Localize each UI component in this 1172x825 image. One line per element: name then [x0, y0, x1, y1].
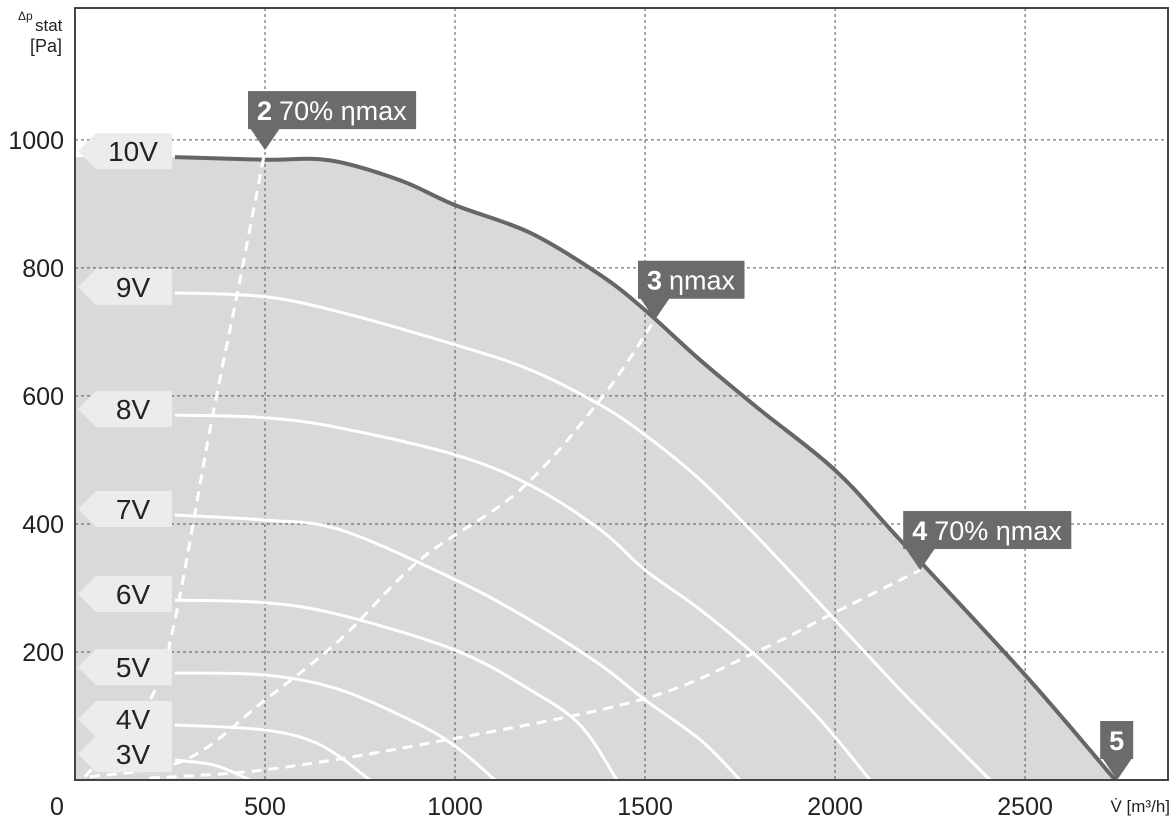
voltage-label-text: 6V [116, 579, 151, 610]
callout-text: 4 70% ηmax [912, 516, 1062, 546]
voltage-label: 5V [78, 649, 172, 686]
callout-box [637, 260, 745, 299]
fan-curve [174, 598, 619, 781]
voltage-label: 10V [78, 133, 172, 170]
x-label: V̇ [m³/h] [1110, 797, 1170, 816]
voltage-label-box [78, 133, 172, 170]
callout-box [248, 91, 417, 130]
voltage-label-box [78, 700, 172, 737]
callout-number: 3 [647, 266, 662, 296]
voltage-label-text: 9V [116, 272, 151, 303]
callout-text: 3 ηmax [647, 266, 736, 296]
voltage-label: 4V [78, 700, 172, 737]
voltage-label-box [78, 268, 172, 305]
x-tick-label: 0 [50, 793, 64, 821]
x-tick-label: 1500 [617, 793, 673, 821]
x-tick-label: 1000 [427, 793, 483, 821]
callout-text: 2 70% ηmax [257, 96, 407, 126]
callout: 3 ηmax [637, 260, 745, 320]
voltage-label-text: 7V [116, 494, 151, 525]
callout: 4 70% ηmax [903, 511, 1072, 571]
callout-label: 70% ηmax [279, 96, 407, 126]
efficiency-line [89, 318, 657, 779]
fan-curve [174, 758, 251, 782]
y-label-symbol: Δp [18, 9, 33, 23]
voltage-label-text: 3V [116, 739, 151, 770]
callout-label: 70% ηmax [934, 516, 1062, 546]
callout-number: 4 [912, 516, 927, 546]
callout-box [903, 511, 1072, 550]
voltage-label-text: 8V [116, 394, 151, 425]
callout: 2 70% ηmax [248, 91, 417, 151]
y-tick-label: 1000 [8, 127, 64, 155]
callout-number: 5 [1109, 726, 1124, 756]
operating-area [75, 157, 1116, 781]
voltage-label-box [78, 649, 172, 686]
x-tick-label: 2000 [807, 793, 863, 821]
voltage-label-box [78, 391, 172, 428]
voltage-label-box [78, 736, 172, 773]
fan-curve [174, 723, 371, 782]
callout-number: 2 [257, 96, 272, 126]
voltage-label-text: 5V [116, 652, 151, 683]
voltage-label-text: 4V [116, 704, 151, 735]
voltage-label: 3V [78, 736, 172, 773]
voltage-label-box [78, 490, 172, 527]
y-label-unit: [Pa] [30, 36, 62, 56]
callout-pointer [905, 548, 936, 571]
callout-box [1100, 721, 1134, 759]
y-label-subscript: stat [35, 16, 63, 35]
voltage-label: 6V [78, 576, 172, 613]
plot-frame [74, 7, 1169, 781]
callout-label: ηmax [669, 266, 736, 296]
fan-curve [174, 155, 1117, 782]
fan-curve [174, 513, 742, 782]
callout-text: 5 [1109, 726, 1124, 756]
voltage-label-box [78, 576, 172, 613]
y-tick-label: 600 [22, 383, 64, 411]
y-tick-label: 800 [22, 255, 64, 283]
voltage-label-text: 10V [108, 136, 158, 167]
callout: 5 [1100, 721, 1134, 780]
efficiency-line [83, 149, 267, 778]
callout-pointer [1102, 758, 1133, 780]
y-tick-label: 400 [22, 511, 64, 539]
callout-pointer [250, 128, 281, 151]
fan-curve [174, 291, 992, 782]
voltage-label: 7V [78, 490, 172, 527]
fan-curve [174, 413, 872, 781]
x-tick-label: 500 [244, 793, 286, 821]
voltage-label: 8V [78, 391, 172, 428]
efficiency-line [149, 568, 921, 780]
fan-curve [174, 671, 496, 782]
x-tick-label: 2500 [997, 793, 1053, 821]
voltage-label: 9V [78, 268, 172, 305]
y-tick-label: 200 [22, 639, 64, 667]
callout-pointer [639, 297, 670, 320]
